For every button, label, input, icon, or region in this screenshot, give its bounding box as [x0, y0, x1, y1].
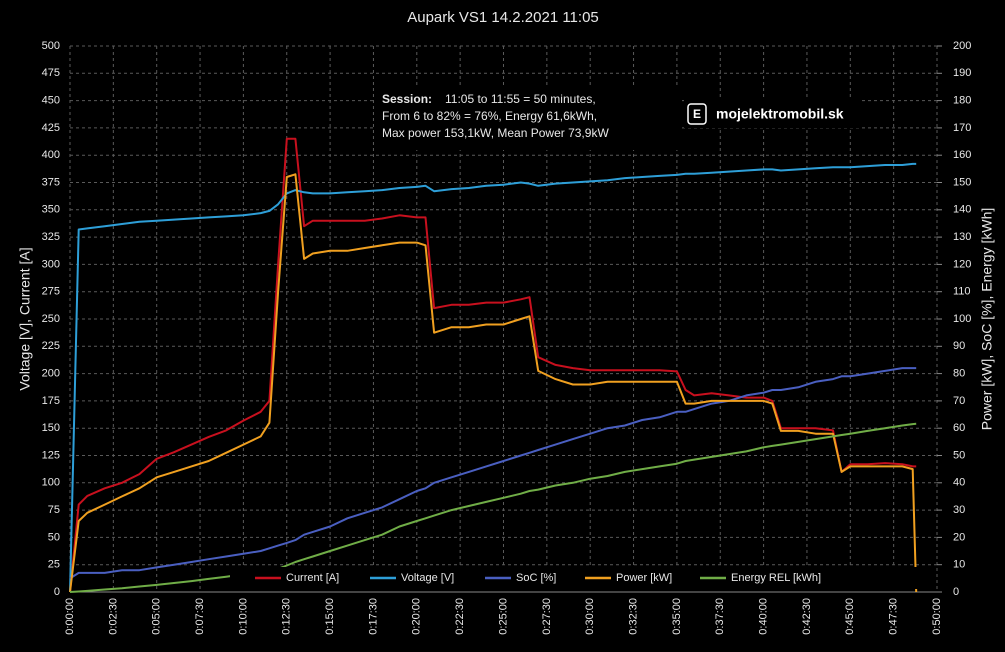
legend-label: Current [A] [286, 572, 339, 584]
y-tick-label: 100 [42, 477, 60, 489]
y2-tick-label: 120 [953, 258, 971, 270]
annotation-line: Max power 153,1kW, Mean Power 73,9kW [382, 126, 609, 140]
y2-tick-label: 60 [953, 422, 965, 434]
y-tick-label: 75 [48, 504, 60, 516]
y2-tick-label: 30 [953, 504, 965, 516]
y2-tick-label: 50 [953, 449, 965, 461]
series-line [69, 173, 918, 593]
y2-tick-label: 140 [953, 204, 971, 216]
x-tick-label: 0:02:30 [107, 598, 119, 635]
x-tick-label: 0:00:00 [64, 598, 76, 635]
annotation-box [376, 88, 681, 150]
series-line [69, 367, 917, 580]
legend-label: Voltage [V] [401, 572, 454, 584]
y-tick-label: 400 [42, 149, 60, 161]
y-tick-label: 275 [42, 286, 60, 298]
x-tick-label: 0:30:00 [584, 598, 596, 635]
y-tick-label: 175 [42, 395, 60, 407]
x-tick-label: 0:37:30 [714, 598, 726, 635]
x-tick-label: 0:17:30 [367, 598, 379, 635]
y-tick-label: 225 [42, 340, 60, 352]
y2-tick-label: 90 [953, 340, 965, 352]
legend-label: Power [kW] [616, 572, 672, 584]
x-tick-label: 0:12:30 [281, 598, 293, 635]
x-tick-label: 0:07:30 [194, 598, 206, 635]
y2-tick-label: 40 [953, 477, 965, 489]
series-line [69, 422, 917, 593]
logo-text: mojelektromobil.sk [716, 106, 844, 122]
x-tick-label: 0:47:30 [888, 598, 900, 635]
y2-tick-label: 100 [953, 313, 971, 325]
y-tick-label: 200 [42, 368, 60, 380]
y-tick-label: 300 [42, 258, 60, 270]
y2-tick-label: 80 [953, 368, 965, 380]
plot-front: 0255075100125150175200225250275300325350… [42, 40, 972, 635]
logo-icon-text: E [693, 107, 701, 121]
y-tick-label: 125 [42, 449, 60, 461]
x-tick-label: 0:50:00 [931, 598, 943, 635]
x-tick-label: 0:35:00 [671, 598, 683, 635]
y-tick-label: 250 [42, 313, 60, 325]
x-tick-label: 0:42:30 [801, 598, 813, 635]
logo-box [684, 100, 860, 128]
x-tick-label: 0:20:00 [411, 598, 423, 635]
x-tick-label: 0:45:00 [844, 598, 856, 635]
x-tick-label: 0:10:00 [237, 598, 249, 635]
legend-label: SoC [%] [516, 572, 556, 584]
x-tick-label: 0:25:00 [497, 598, 509, 635]
x-tick-label: 0:22:30 [454, 598, 466, 635]
y-tick-label: 50 [48, 531, 60, 543]
annotation-label: Session: [382, 92, 432, 106]
y-tick-label: 350 [42, 204, 60, 216]
y-tick-label: 325 [42, 231, 60, 243]
y2-tick-label: 180 [953, 95, 971, 107]
annotation-line: From 6 to 82% = 76%, Energy 61,6kWh, [382, 109, 597, 123]
y2-tick-label: 190 [953, 67, 971, 79]
y2-tick-label: 110 [953, 286, 971, 298]
plot-back [69, 45, 938, 593]
annotation: Session: 11:05 to 11:55 = 50 minutes, Fr… [376, 88, 681, 150]
y2-tick-label: 10 [953, 559, 965, 571]
y2-tick-label: 130 [953, 231, 971, 243]
y-tick-label: 375 [42, 176, 60, 188]
y-tick-label: 475 [42, 67, 60, 79]
series-line [69, 162, 917, 593]
x-tick-label: 0:32:30 [627, 598, 639, 635]
y2-tick-label: 20 [953, 531, 965, 543]
y-tick-label: 450 [42, 95, 60, 107]
legend-label: Energy REL [kWh] [731, 572, 821, 584]
x-tick-label: 0:05:00 [151, 598, 163, 635]
y2-tick-label: 160 [953, 149, 971, 161]
y2-tick-label: 200 [953, 40, 971, 52]
y-tick-label: 150 [42, 422, 60, 434]
y-tick-label: 25 [48, 559, 60, 571]
y-tick-label: 425 [42, 122, 60, 134]
series-line [69, 137, 917, 593]
annotation-line: 11:05 to 11:55 = 50 minutes, [445, 92, 596, 106]
logo-icon [687, 103, 707, 125]
x-tick-label: 0:15:00 [324, 598, 336, 635]
y-tick-label: 0 [54, 586, 60, 598]
x-tick-label: 0:27:30 [541, 598, 553, 635]
legend-box [230, 567, 936, 589]
y2-tick-label: 170 [953, 122, 971, 134]
x-tick-label: 0:40:00 [758, 598, 770, 635]
y-axis-label: Voltage [V], Current [A] [17, 247, 33, 390]
y2-tick-label: 70 [953, 395, 965, 407]
y-tick-label: 500 [42, 40, 60, 52]
y2-tick-label: 0 [953, 586, 959, 598]
y2-axis-label: Power [kW], SoC [%], Energy [kWh] [979, 208, 995, 431]
logo: E mojelektromobil.sk [684, 100, 860, 128]
y2-tick-label: 150 [953, 176, 971, 188]
chart-title: Aupark VS1 14.2.2021 11:05 [407, 9, 599, 26]
